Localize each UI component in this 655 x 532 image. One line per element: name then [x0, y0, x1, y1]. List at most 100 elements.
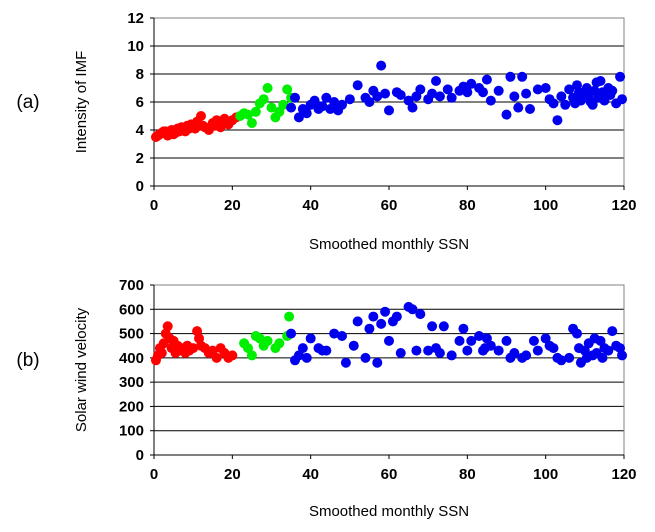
chart-1-series-3-point-1 [290, 92, 300, 103]
chart-2-series-3-point-36 [462, 345, 473, 356]
chart-2-series-3-point-16 [368, 311, 379, 322]
chart-1-series-3-point-57 [560, 99, 571, 110]
chart-2-series-3-point-31 [434, 348, 445, 358]
chart-1-series-3-point-8 [317, 101, 328, 112]
chart-1-series-3-point-65 [581, 83, 592, 93]
chart-2-series-3-point-15 [364, 323, 375, 334]
chart-1-series-3-point-45 [505, 71, 516, 82]
chart-2-x-tick-label-0: 0 [150, 466, 158, 483]
chart-1-series-2-point-7 [262, 83, 273, 93]
chart-2-series-3-point-42 [485, 340, 496, 351]
chart-2-series-3-point-74 [617, 350, 628, 361]
chart-1-series-2-point-6 [258, 94, 269, 105]
chart-2-series-3-point-34 [454, 335, 465, 346]
chart-1-series-3-point-58 [564, 84, 575, 95]
chart-2-x-tick-label-1: 20 [224, 466, 241, 483]
chart-1-series-3-point-43 [493, 85, 504, 96]
chart-1-series-3-point-80 [617, 94, 628, 105]
chart-1-x-axis-label: Smoothed monthly SSN [309, 236, 469, 253]
chart-2-series-3-point-29 [427, 321, 438, 332]
chart-1-y-tick-label-5: 10 [127, 38, 144, 55]
chart-1-series-3-point-30 [427, 88, 438, 99]
chart-2-y-tick-label-6: 600 [119, 301, 144, 318]
chart-2-series-3-point-56 [564, 352, 575, 363]
chart-1-series-3-point-4 [301, 108, 312, 119]
chart-2-series-3-point-68 [597, 352, 608, 363]
chart-1-series-3-point-0 [286, 102, 297, 113]
chart-2-series-2-point-8 [274, 338, 285, 349]
chart-1-series-2-point-12 [282, 84, 293, 95]
chart-1-x-tick-label-2: 40 [302, 197, 319, 214]
chart-2-series-3-point-19 [380, 306, 391, 317]
chart-1-y-tick-label-6: 12 [127, 10, 144, 27]
chart-2-series-3-point-22 [391, 311, 402, 322]
chart-1-series-3-point-20 [376, 60, 387, 71]
chart-2-panel-label: (b) [16, 350, 39, 371]
chart-2-x-tick-label-3: 60 [381, 466, 398, 483]
chart-1-series-3-point-49 [521, 88, 532, 99]
chart-1-series-3-point-14 [344, 94, 355, 105]
chart-1-series-2-point-3 [246, 118, 257, 128]
chart-2-y-axis-label: Solar wind velocity [73, 307, 90, 432]
chart-2-series-3-point-14 [360, 352, 371, 363]
chart-2-series-1-point-17 [188, 343, 199, 354]
chart-2-series-3-point-50 [532, 345, 543, 356]
chart-2-series-3-point-23 [395, 348, 406, 358]
chart-2-series-3-point-44 [501, 335, 512, 346]
chart-1-series-3-point-44 [501, 109, 512, 120]
chart-2-series-3-point-38 [474, 331, 485, 341]
chart-2-series-3-point-46 [509, 348, 520, 358]
chart-2-x-tick-label-6: 120 [611, 466, 636, 483]
chart-2-series-3-point-27 [415, 309, 426, 320]
chart-1-series-3-point-32 [434, 91, 445, 102]
chart-2-series-3-point-55 [556, 355, 567, 366]
chart-2-series-3-point-28 [423, 345, 434, 356]
chart-2-series-3-point-43 [493, 345, 504, 356]
chart-1-series-3-point-37 [462, 87, 473, 98]
chart-1-series-3-point-6 [309, 95, 320, 106]
chart-2-x-tick-label-2: 40 [302, 466, 319, 483]
chart-2-series-3-point-32 [438, 321, 449, 332]
chart-1-series-3-point-28 [415, 84, 426, 95]
chart-1-series-3-point-38 [466, 78, 477, 89]
chart-1-panel-label: (a) [16, 92, 39, 113]
chart-1-series-3-point-9 [321, 92, 332, 103]
chart-1-series-3-point-55 [552, 115, 563, 126]
chart-2-series-3-point-8 [321, 345, 332, 356]
chart-1-x-tick-label-0: 0 [150, 197, 158, 214]
chart-1-series-3-point-50 [525, 104, 535, 114]
chart-1-series-3-point-11 [329, 97, 340, 107]
chart-2-series-3-point-53 [548, 343, 559, 354]
chart-1-y-axis-label: Intensity of IMF [73, 51, 90, 154]
chart-1-x-tick-label-3: 60 [381, 197, 398, 214]
chart-1-series-3-point-22 [384, 105, 394, 116]
chart-1-series-3-point-77 [607, 85, 618, 96]
chart-2-series-3-point-10 [337, 331, 347, 341]
chart-1-series-3-point-46 [509, 91, 520, 102]
chart-1-series-3-point-33 [442, 84, 453, 95]
chart-2-series-3-point-4 [301, 352, 312, 363]
chart-1-y-tick-label-4: 8 [136, 66, 144, 83]
chart-1-series-1-point-22 [196, 111, 206, 121]
chart-1-y-tick-label-0: 0 [136, 178, 144, 195]
chart-1-y-tick-label-2: 4 [136, 122, 145, 139]
chart-1-x-tick-label-6: 120 [611, 197, 636, 214]
chart-1-series-3-point-47 [513, 102, 524, 113]
chart-2-series-3-point-48 [521, 350, 532, 361]
chart-2-series-3-point-17 [372, 357, 383, 368]
chart-1-series-3-point-52 [540, 83, 551, 93]
chart-2-series-3-point-37 [466, 335, 477, 346]
chart-2-series-3-point-58 [572, 328, 582, 339]
chart-2-y-tick-label-7: 700 [119, 277, 144, 294]
chart-2-series-1-point-24 [211, 352, 222, 363]
chart-1-series-2-point-8 [266, 102, 277, 113]
chart-2-series-3-point-20 [384, 335, 394, 346]
chart-2-series-1-point-6 [162, 321, 173, 332]
chart-2-y-tick-label-3: 300 [119, 374, 144, 391]
chart-1-series-3-point-79 [615, 71, 626, 82]
chart-2-series-2-point-2 [246, 350, 257, 361]
chart-1-series-3-point-19 [372, 91, 383, 102]
chart-2-y-tick-label-5: 500 [119, 326, 144, 343]
chart-2-y-tick-label-0: 0 [136, 447, 144, 464]
